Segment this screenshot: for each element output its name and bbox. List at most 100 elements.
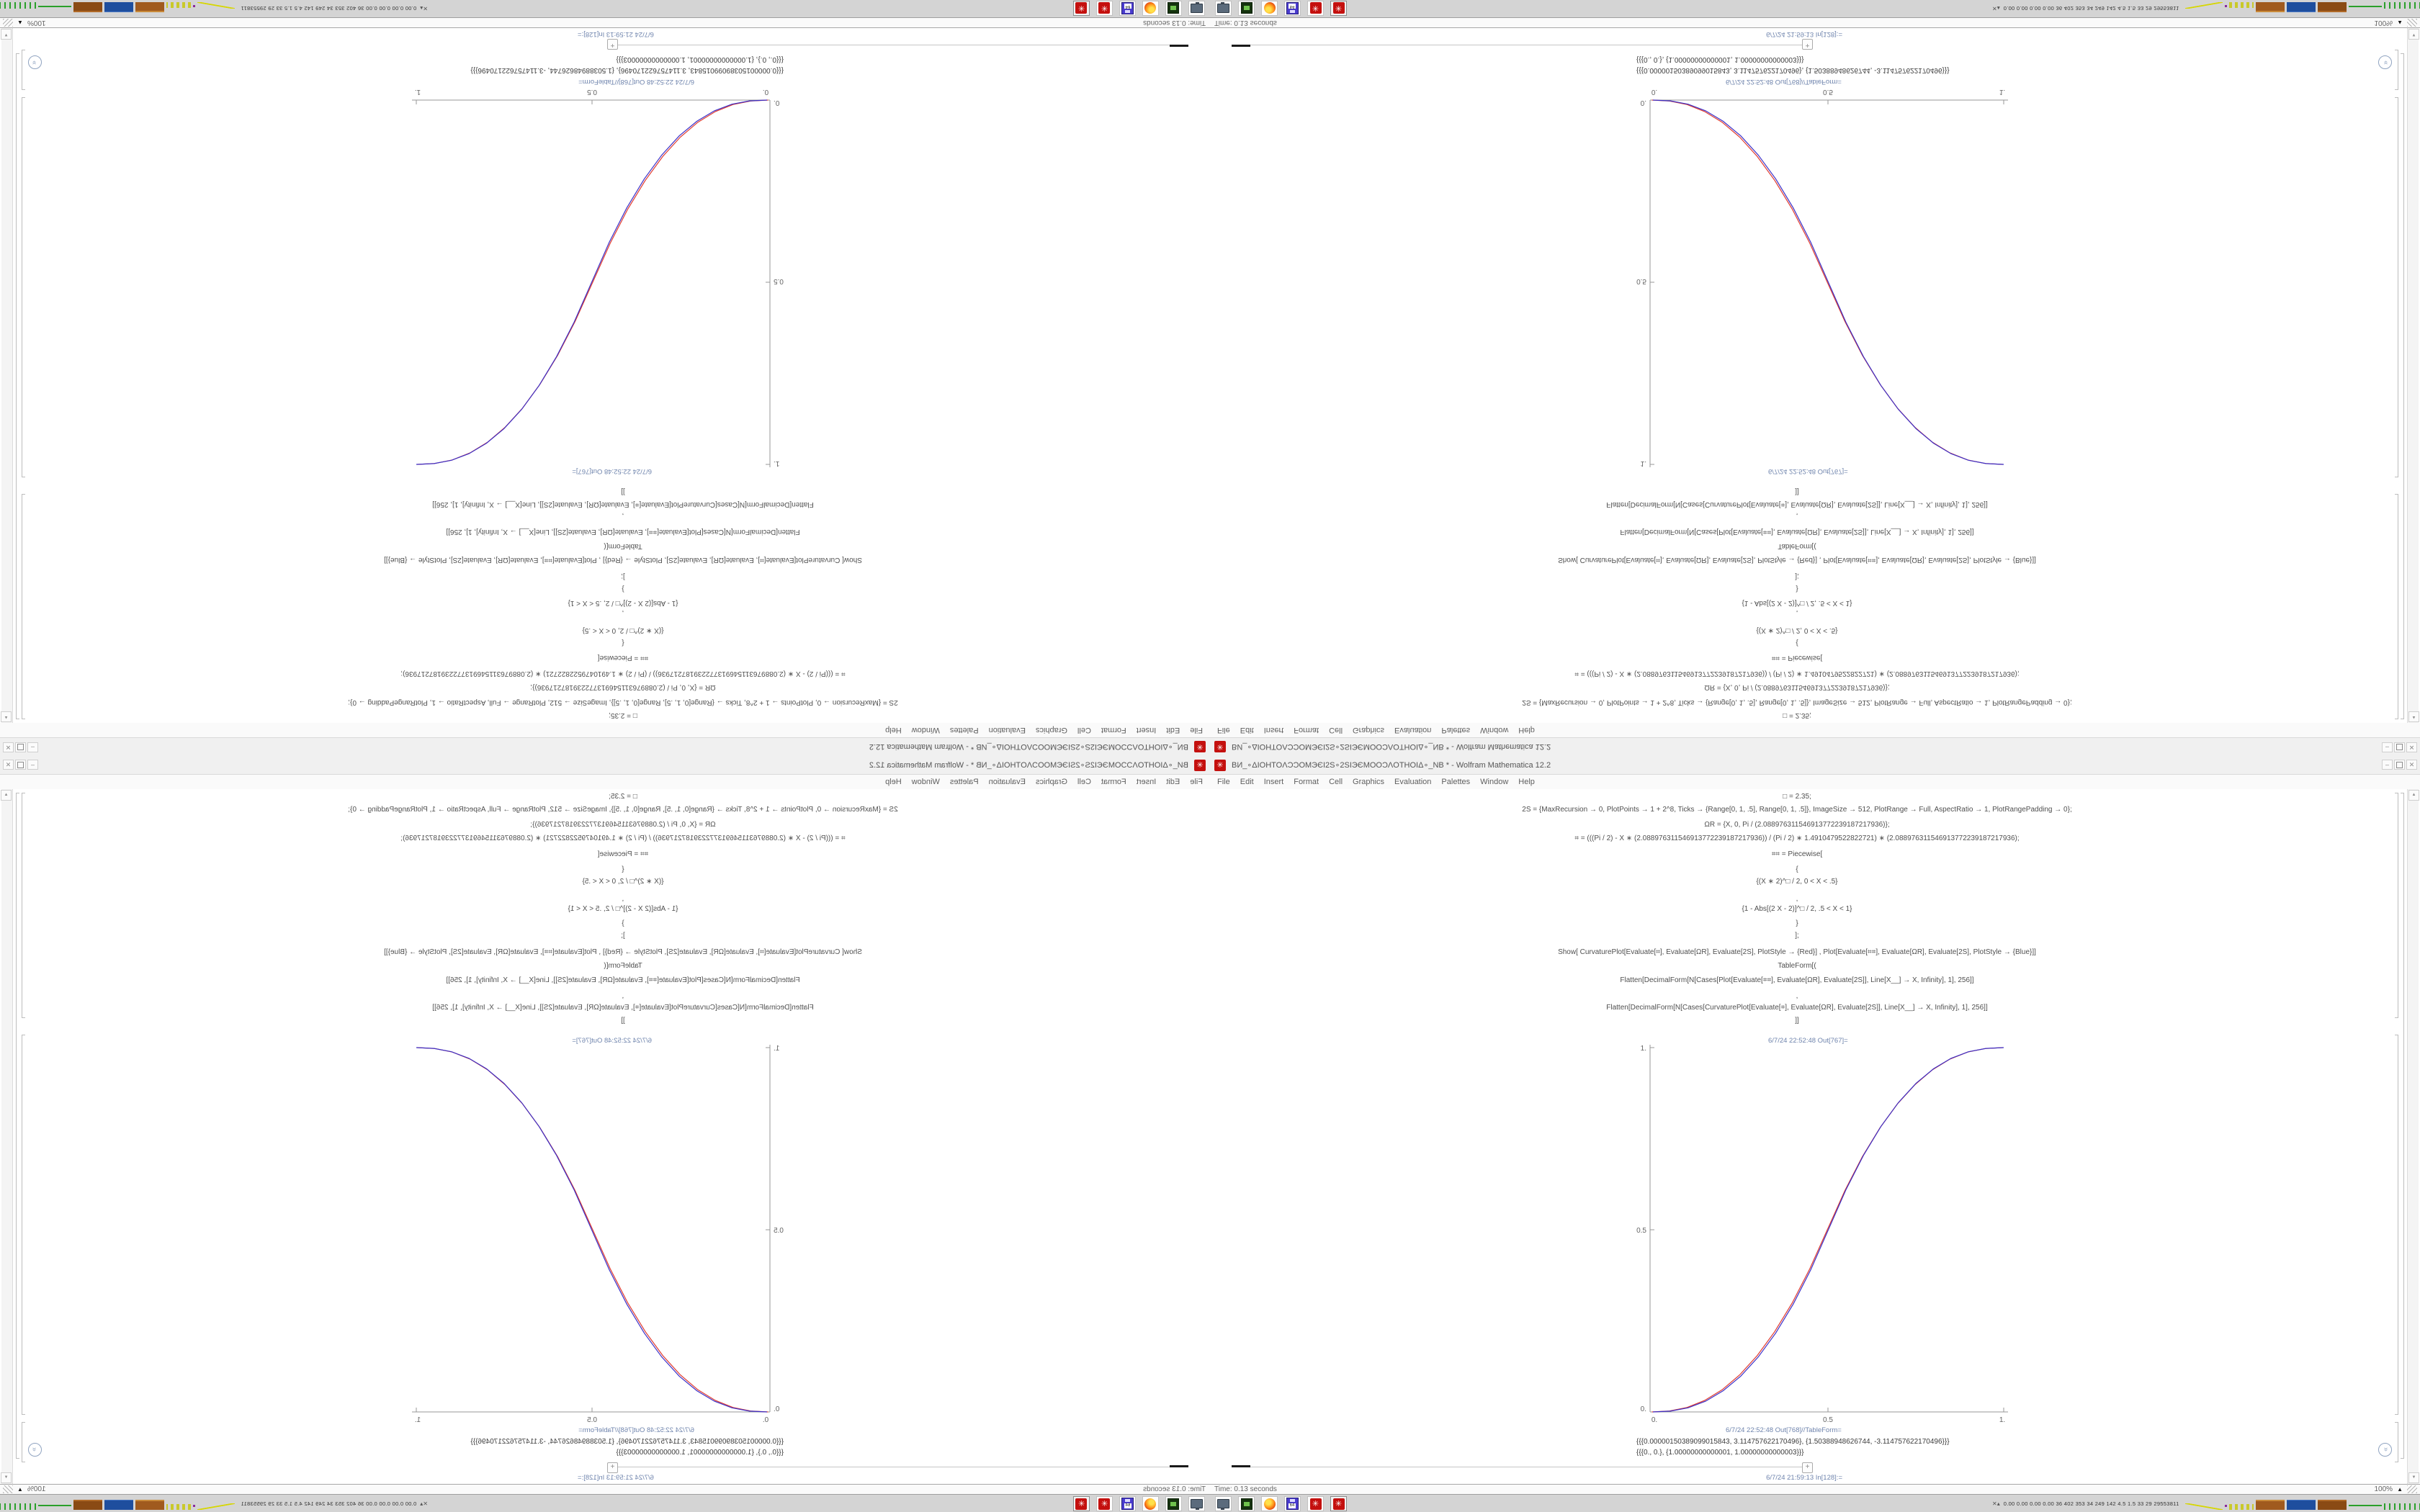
input-code-line[interactable]: Flatten[DecimalForm[N[Cases[CurvaturePlo… bbox=[1606, 1004, 1988, 1012]
maximize-button[interactable] bbox=[2394, 760, 2405, 770]
maximize-button[interactable] bbox=[2394, 742, 2405, 752]
close-button[interactable]: ✕ bbox=[2406, 760, 2417, 770]
menu-edit[interactable]: Edit bbox=[1240, 726, 1254, 734]
input-code-line[interactable]: Show[ CurvaturePlot[Evaluate[⌗], Evaluat… bbox=[1558, 556, 2036, 564]
zoom-level[interactable]: 100% bbox=[2374, 1485, 2393, 1493]
taskbar-item-mathematica-frontend[interactable]: ✳ bbox=[1073, 1, 1090, 16]
zoom-menu-arrow[interactable]: ▲ bbox=[2397, 1486, 2403, 1493]
taskbar-item-mathematica-frontend[interactable]: ✳ bbox=[1330, 1496, 1347, 1511]
minimize-button[interactable]: – bbox=[27, 760, 38, 770]
maximize-button[interactable] bbox=[15, 760, 26, 770]
menu-file[interactable]: File bbox=[1190, 726, 1203, 734]
cell-bracket-table[interactable] bbox=[2395, 50, 2398, 90]
cell-bracket-input[interactable] bbox=[2395, 494, 2398, 719]
menu-format[interactable]: Format bbox=[1101, 726, 1126, 734]
menu-cell[interactable]: Cell bbox=[1077, 726, 1091, 734]
input-code-line[interactable]: {(X ∗ 2)^□ / 2, 0 < X < .5} bbox=[1756, 878, 1838, 886]
input-code-line[interactable]: ]] bbox=[1795, 1017, 1799, 1025]
close-button[interactable]: ✕ bbox=[2406, 742, 2417, 752]
taskbar-item-package-manager[interactable] bbox=[1238, 1496, 1255, 1511]
scroll-down-arrow[interactable]: ▼ bbox=[2408, 1472, 2419, 1483]
input-code-line[interactable]: } bbox=[1796, 585, 1798, 593]
menu-cell[interactable]: Cell bbox=[1077, 778, 1091, 786]
taskbar-item-package-manager[interactable] bbox=[1238, 1, 1255, 16]
input-code-line[interactable]: ⌗ = (((Pi / 2) - X ∗ (2.0889763115469137… bbox=[400, 834, 846, 842]
cell-bracket-table[interactable] bbox=[2395, 1422, 2398, 1462]
menu-format[interactable]: Format bbox=[1101, 778, 1126, 786]
input-code-line[interactable]: Flatten[DecimalForm[N[Cases[Plot[Evaluat… bbox=[446, 976, 800, 984]
maximize-button[interactable] bbox=[15, 742, 26, 752]
input-code-line[interactable]: { bbox=[622, 639, 624, 647]
taskbar-item-system-monitor[interactable] bbox=[1188, 1496, 1205, 1511]
input-code-line[interactable]: ⌗ = (((Pi / 2) - X ∗ (2.0889763115469137… bbox=[1574, 834, 2020, 842]
menu-window[interactable]: Window bbox=[911, 778, 940, 786]
menu-insert[interactable]: Insert bbox=[1263, 778, 1284, 786]
cell-bracket-group[interactable] bbox=[16, 53, 19, 719]
input-code-line[interactable]: ]] bbox=[621, 487, 625, 495]
input-code-line[interactable]: Show[ CurvaturePlot[Evaluate[⌗], Evaluat… bbox=[384, 556, 862, 564]
scroll-up-arrow[interactable]: ▲ bbox=[1, 790, 12, 801]
menu-cell[interactable]: Cell bbox=[1329, 778, 1343, 786]
scroll-to-bottom-icon[interactable]: » bbox=[28, 1443, 42, 1457]
window-titlebar[interactable]: ✳ ВИ_∘ΔIOHTOΛƆƆOMЭЄI2S∘2SIЭЄMOOƆΛOTHOIΔ∘… bbox=[1210, 756, 2420, 775]
new-cell-plus-button[interactable]: + bbox=[607, 39, 618, 50]
taskbar-item-firefox[interactable] bbox=[1261, 1496, 1278, 1511]
input-code-line[interactable]: } bbox=[622, 919, 624, 927]
input-code-line[interactable]: ]; bbox=[1795, 572, 1799, 580]
taskbar-item-mathematica-kernel[interactable]: ✳ bbox=[1096, 1496, 1113, 1511]
input-code-line[interactable]: 2S = {MaxRecursion → 0, PlotPoints → 1 +… bbox=[348, 698, 898, 706]
menu-help[interactable]: Help bbox=[885, 726, 902, 734]
menu-edit[interactable]: Edit bbox=[1240, 778, 1254, 786]
minimize-button[interactable]: – bbox=[2382, 742, 2393, 752]
input-code-line[interactable]: ⌗ = (((Pi / 2) - X ∗ (2.0889763115469137… bbox=[1574, 670, 2020, 678]
input-code-line[interactable]: ΩR = {X, 0, Pi / (2.08897631154691377223… bbox=[530, 683, 716, 691]
new-cell-plus-button[interactable]: + bbox=[1802, 39, 1813, 50]
input-code-line[interactable]: , bbox=[622, 992, 624, 1000]
cell-bracket-input[interactable] bbox=[22, 793, 25, 1018]
menu-file[interactable]: File bbox=[1217, 778, 1230, 786]
cell-bracket-table[interactable] bbox=[22, 1422, 25, 1462]
input-code-line[interactable]: ]; bbox=[621, 572, 625, 580]
taskbar-item-system-monitor[interactable] bbox=[1215, 1496, 1232, 1511]
input-code-line[interactable]: Flatten[DecimalForm[N[Cases[Plot[Evaluat… bbox=[446, 528, 800, 536]
input-code-line[interactable]: Flatten[DecimalForm[N[Cases[CurvaturePlo… bbox=[1606, 500, 1988, 508]
input-code-line[interactable]: Flatten[DecimalForm[N[Cases[Plot[Evaluat… bbox=[1620, 976, 1974, 984]
taskbar-item-vice-x64[interactable]: 64 bbox=[1119, 1496, 1136, 1511]
scroll-up-arrow[interactable]: ▲ bbox=[2408, 790, 2419, 801]
cell-bracket-plot[interactable] bbox=[2395, 1035, 2398, 1415]
input-code-line[interactable]: ]] bbox=[621, 1017, 625, 1025]
taskbar-item-firefox[interactable] bbox=[1142, 1, 1159, 16]
input-code-line[interactable]: , bbox=[1796, 512, 1798, 520]
input-code-line[interactable]: TableForm[( bbox=[1778, 962, 1816, 970]
cell-bracket-plot[interactable] bbox=[22, 97, 25, 477]
resize-grip-icon[interactable] bbox=[2407, 19, 2417, 27]
zoom-level[interactable]: 100% bbox=[27, 1485, 46, 1493]
input-code-line[interactable]: ⌗⌗ = Piecewise[ bbox=[1771, 850, 1823, 858]
menu-help[interactable]: Help bbox=[885, 778, 902, 786]
input-code-line[interactable]: , bbox=[622, 512, 624, 520]
taskbar-item-vice-x64[interactable]: 64 bbox=[1284, 1496, 1301, 1511]
input-code-line[interactable]: TableForm[( bbox=[604, 542, 642, 550]
input-code-line[interactable]: Flatten[DecimalForm[N[Cases[CurvaturePlo… bbox=[432, 500, 814, 508]
input-code-line[interactable]: □ = 2.35; bbox=[1783, 793, 1811, 801]
menu-graphics[interactable]: Graphics bbox=[1353, 726, 1385, 734]
input-code-line[interactable]: TableForm[( bbox=[1778, 542, 1816, 550]
menu-window[interactable]: Window bbox=[911, 726, 940, 734]
menu-format[interactable]: Format bbox=[1294, 726, 1319, 734]
scroll-down-arrow[interactable]: ▼ bbox=[2408, 29, 2419, 40]
input-code-line[interactable]: ⌗⌗ = Piecewise[ bbox=[1771, 654, 1823, 662]
input-code-line[interactable]: } bbox=[622, 585, 624, 593]
input-code-line[interactable]: Show[ CurvaturePlot[Evaluate[⌗], Evaluat… bbox=[384, 948, 862, 956]
menu-palettes[interactable]: Palettes bbox=[1441, 726, 1471, 734]
resize-grip-icon[interactable] bbox=[3, 1485, 13, 1493]
menu-window[interactable]: Window bbox=[1480, 778, 1509, 786]
taskbar-item-system-monitor[interactable] bbox=[1188, 1, 1205, 16]
vertical-scrollbar[interactable]: ▲ ▼ bbox=[1, 789, 13, 1484]
input-code-line[interactable]: 2S = {MaxRecursion → 0, PlotPoints → 1 +… bbox=[348, 806, 898, 814]
input-code-line[interactable]: TableForm[( bbox=[604, 962, 642, 970]
menu-edit[interactable]: Edit bbox=[1166, 726, 1180, 734]
scroll-down-arrow[interactable]: ▼ bbox=[1, 29, 12, 40]
zoom-menu-arrow[interactable]: ▲ bbox=[17, 1486, 23, 1493]
menu-format[interactable]: Format bbox=[1294, 778, 1319, 786]
menu-window[interactable]: Window bbox=[1480, 726, 1509, 734]
